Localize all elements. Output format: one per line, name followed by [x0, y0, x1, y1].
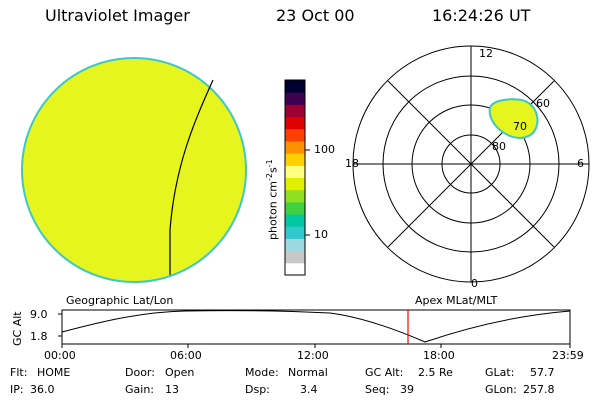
mlt-label-6: 6: [577, 157, 584, 170]
status-gain-value: 13: [165, 383, 179, 396]
colorbar-tick-10: 10: [314, 228, 328, 241]
altitude-ylabel: GC Alt: [11, 311, 24, 346]
colorbar-stripe: [285, 128, 305, 142]
status-mode-value: Normal: [288, 366, 328, 379]
lat-label-80: 80: [492, 140, 506, 153]
geographic-title: Geographic Lat/Lon: [66, 294, 174, 307]
colorbar-stripe: [285, 201, 305, 215]
altitude-ymax: 9.0: [30, 308, 48, 321]
time-label: 16:24:26 UT: [432, 6, 531, 25]
status-gcalt-label: GC Alt:: [365, 366, 404, 379]
status-door-value: Open: [165, 366, 195, 379]
colorbar-stripe: [285, 177, 305, 191]
time-tick-3: 18:00: [423, 349, 455, 362]
earth-disk-image: [21, 57, 247, 283]
colorbar-stripe: [285, 226, 305, 239]
colorbar-unit-label: photon cm-2s-1: [265, 159, 280, 240]
lat-label-60: 60: [536, 97, 550, 110]
status-glon-label: GLon:: [485, 383, 517, 396]
lat-label-70: 70: [513, 120, 527, 133]
colorbar-stripe: [285, 92, 305, 105]
time-tick-4: 23:59: [552, 349, 584, 362]
status-seq-value: 39: [400, 383, 414, 396]
status-gcalt-value: 2.5 Re: [418, 366, 453, 379]
status-ip-label: IP:: [10, 383, 24, 396]
mlt-label-18: 18: [345, 157, 359, 170]
status-ip-value: 36.0: [30, 383, 55, 396]
status-glon-value: 257.8: [523, 383, 555, 396]
status-mode-label: Mode:: [245, 366, 279, 379]
colorbar-stripe: [285, 165, 305, 178]
colorbar-stripe: [285, 262, 305, 276]
colorbar-stripe: [285, 214, 305, 227]
status-glat-value: 57.7: [530, 366, 555, 379]
instrument-title: Ultraviolet Imager: [45, 6, 190, 25]
colorbar-stripe: [285, 189, 305, 203]
mlt-label-12: 12: [479, 47, 493, 60]
status-dsp-value: 3.4: [300, 383, 318, 396]
time-tick-2: 12:00: [297, 349, 329, 362]
auroral-oval: [488, 98, 539, 139]
status-door-label: Door:: [125, 366, 155, 379]
colorbar-stripe: [285, 104, 305, 118]
status-dsp-label: Dsp:: [245, 383, 270, 396]
time-tick-1: 06:00: [170, 349, 202, 362]
mlt-label-0: 0: [471, 277, 478, 290]
colorbar-stripe: [285, 250, 305, 264]
color-bar: [285, 80, 305, 276]
status-flt-value: HOME: [37, 366, 71, 379]
colorbar-stripe: [285, 238, 305, 252]
altitude-ymin: 1.8: [30, 330, 48, 343]
time-tick-0: 00:00: [44, 349, 76, 362]
polar-plot: [352, 45, 590, 283]
colorbar-stripe: [285, 140, 305, 154]
colorbar-tick-100: 100: [314, 143, 335, 156]
colorbar-stripe: [285, 153, 305, 166]
status-gain-label: Gain:: [125, 383, 154, 396]
colorbar-stripe: [285, 116, 305, 130]
colorbar-stripe: [285, 80, 305, 93]
altitude-plot: [58, 309, 571, 348]
status-seq-label: Seq:: [365, 383, 390, 396]
date-label: 23 Oct 00: [276, 6, 355, 25]
status-flt-label: Flt:: [10, 366, 28, 379]
status-glat-label: GLat:: [485, 366, 515, 379]
apex-title: Apex MLat/MLT: [415, 294, 498, 307]
